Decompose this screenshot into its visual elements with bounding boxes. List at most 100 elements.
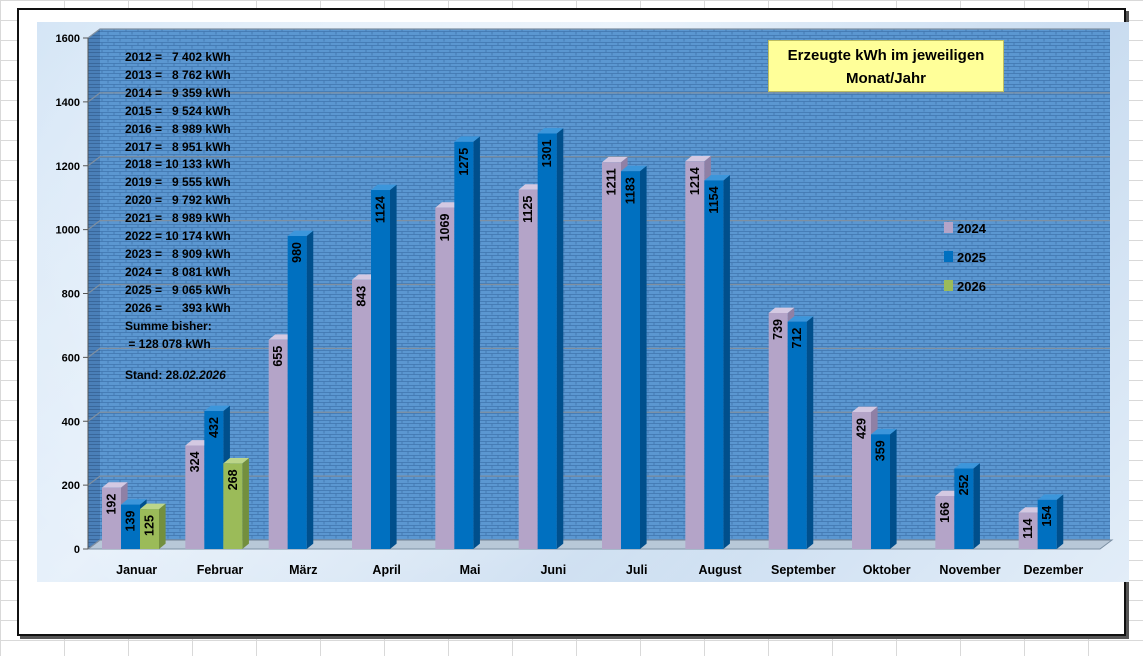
- bar-value-label: 980: [290, 242, 304, 263]
- x-category-label: Mai: [460, 563, 481, 577]
- y-tick-label: 1000: [56, 225, 80, 237]
- bar-top: [704, 175, 730, 181]
- gridline: [87, 220, 1110, 231]
- bar-value-label: 192: [105, 494, 119, 515]
- x-category-label: Oktober: [863, 563, 911, 577]
- bar-2025: 712: [787, 316, 814, 549]
- gridline: [87, 92, 1110, 103]
- bar-top: [223, 458, 249, 464]
- y-tick-label: 400: [62, 416, 80, 428]
- bar-top: [602, 156, 628, 163]
- y-tick-label: 800: [62, 289, 80, 301]
- stand-date: Stand: 28.02.2026: [125, 367, 285, 385]
- bar-top: [787, 316, 814, 322]
- bar-front: [121, 504, 140, 549]
- bar-top: [768, 307, 795, 313]
- legend-item-2026: 2026: [944, 279, 986, 294]
- bar-value-label: 125: [143, 515, 157, 536]
- bar-top: [852, 406, 878, 412]
- yearly-total-row: 2026 = 393 kWh: [125, 300, 231, 315]
- bar-top: [454, 136, 480, 142]
- bar-front: [352, 279, 371, 549]
- bar-side: [640, 165, 647, 550]
- y-tick-label: 200: [62, 480, 80, 492]
- legend-label: 2025: [957, 250, 986, 265]
- chart-title-line1: Erzeugte kWh im jeweiligen: [787, 47, 985, 64]
- bar-value-label: 324: [188, 451, 202, 472]
- bar-2025: 252: [954, 463, 980, 549]
- bar-2025: 1183: [621, 165, 647, 550]
- bar-value-label: 359: [874, 440, 888, 461]
- bar-top: [621, 165, 647, 172]
- bar-value-label: 114: [1021, 519, 1035, 539]
- y-tick-label: 1400: [56, 97, 80, 109]
- bar-side: [973, 463, 980, 549]
- legend-label: 2024: [957, 221, 987, 236]
- yearly-total-row: 2023 = 8 909 kWh: [125, 246, 231, 261]
- yearly-total-row: 2020 = 9 792 kWh: [125, 193, 231, 208]
- bar-front: [852, 411, 871, 549]
- bar-top: [204, 405, 230, 412]
- gridline: [87, 283, 1110, 294]
- sum-label: Summe bisher:: [125, 318, 212, 333]
- bar-front: [935, 495, 955, 549]
- bar-top: [287, 230, 314, 237]
- bar-value-label: 655: [271, 346, 285, 367]
- bar-side: [473, 136, 480, 549]
- legend-swatch: [944, 222, 953, 233]
- bar-front: [787, 321, 807, 549]
- gridline: [87, 28, 1110, 39]
- yearly-total-row: 2025 = 9 065 kWh: [125, 282, 231, 297]
- bar-value-label: 1301: [540, 139, 554, 167]
- bar-2025: 432: [204, 405, 230, 549]
- chart-title-line2: Monat/Jahr: [845, 70, 926, 87]
- bar-2025: 1275: [454, 136, 480, 549]
- legend-item-2024: 2024: [944, 221, 987, 236]
- gridline: [87, 156, 1110, 167]
- bar-value-label: 268: [226, 469, 240, 490]
- bar-side: [806, 316, 814, 549]
- yearly-total-row: 2017 = 8 951 kWh: [125, 139, 231, 154]
- yearly-total-row: 2024 = 8 081 kWh: [125, 264, 231, 279]
- bar-2025: 154: [1037, 494, 1064, 549]
- x-category-label: August: [698, 563, 742, 577]
- x-category-label: September: [771, 563, 836, 577]
- bar-top: [537, 128, 564, 134]
- x-category-label: Januar: [116, 563, 157, 577]
- bar-value-label: 1214: [688, 167, 702, 195]
- yearly-total-row: 2018 = 10 133 kWh: [125, 157, 231, 172]
- bar-value-label: 1069: [438, 214, 452, 242]
- bar-top: [102, 482, 128, 488]
- bar-value-label: 429: [855, 418, 869, 439]
- yearly-total-row: 2019 = 9 555 kWh: [125, 175, 231, 190]
- yearly-total-row: 2022 = 10 174 kWh: [125, 229, 231, 244]
- bar-value-label: 1183: [624, 177, 638, 204]
- x-category-label: Juni: [540, 563, 566, 577]
- bar-top: [140, 503, 166, 510]
- bar-side: [890, 428, 897, 549]
- stand-date-value: 02.2026: [182, 368, 226, 383]
- yearly-total-row: 2015 = 9 524 kWh: [125, 103, 231, 118]
- y-tick-label: 1600: [56, 33, 80, 45]
- bar-front: [537, 133, 557, 550]
- y-tick-label: 0: [74, 544, 80, 556]
- yearly-total-row: 2016 = 8 989 kWh: [125, 121, 231, 136]
- legend-item-2025: 2025: [944, 250, 986, 265]
- bar-front: [371, 190, 390, 549]
- yearly-total-row: 2012 = 7 402 kWh: [125, 50, 231, 64]
- y-tick-label: 600: [62, 352, 80, 364]
- x-category-label: November: [939, 563, 1000, 577]
- bar-side: [159, 503, 166, 549]
- x-category-label: Juli: [626, 563, 648, 577]
- bar-front: [518, 189, 538, 549]
- bar-2025: 1154: [704, 175, 730, 549]
- yearly-totals-annotation: 2012 = 7 402 kWh 2013 = 8 762 kWh 2014 = 9…: [125, 49, 285, 385]
- bar-value-label: 154: [1040, 506, 1054, 527]
- bar-top: [371, 184, 397, 191]
- bar-2025: 359: [871, 428, 897, 549]
- yearly-total-row: 2013 = 8 762 kWh: [125, 67, 231, 82]
- bar-value-label: 139: [124, 511, 138, 532]
- bar-2026: 125: [140, 503, 166, 549]
- stand-label: Stand: 28.: [125, 368, 183, 383]
